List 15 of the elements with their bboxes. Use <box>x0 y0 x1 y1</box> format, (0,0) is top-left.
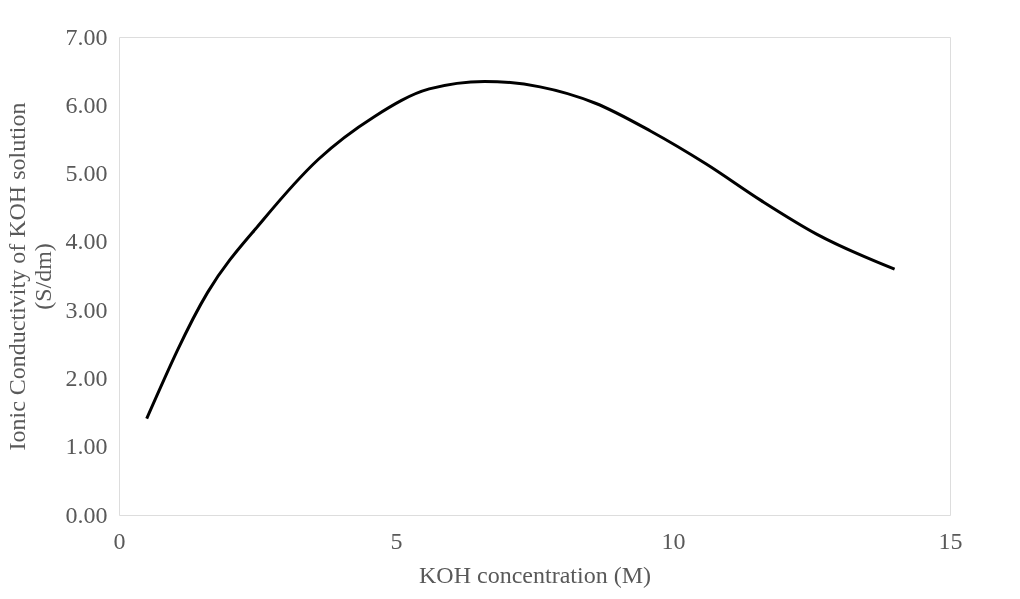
y-tick-label: 0.00 <box>65 501 108 528</box>
x-tick-label: 15 <box>938 527 963 554</box>
y-tick-label: 1.00 <box>65 433 108 460</box>
y-tick-label: 3.00 <box>65 296 108 323</box>
x-tick-label: 5 <box>390 527 403 554</box>
x-axis-title: KOH concentration (M) <box>419 561 651 588</box>
y-tick-label: 5.00 <box>65 160 108 187</box>
y-tick-label: 2.00 <box>65 364 108 391</box>
line-series <box>145 79 897 421</box>
x-tick-label: 0 <box>113 527 126 554</box>
x-tick-label: 10 <box>661 527 686 554</box>
y-tick-label: 6.00 <box>65 91 108 118</box>
y-tick-label: 7.00 <box>65 23 108 50</box>
y-axis-title: Ionic Conductivity of KOH solution (S/dm) <box>3 102 56 451</box>
y-tick-label: 4.00 <box>65 228 108 255</box>
